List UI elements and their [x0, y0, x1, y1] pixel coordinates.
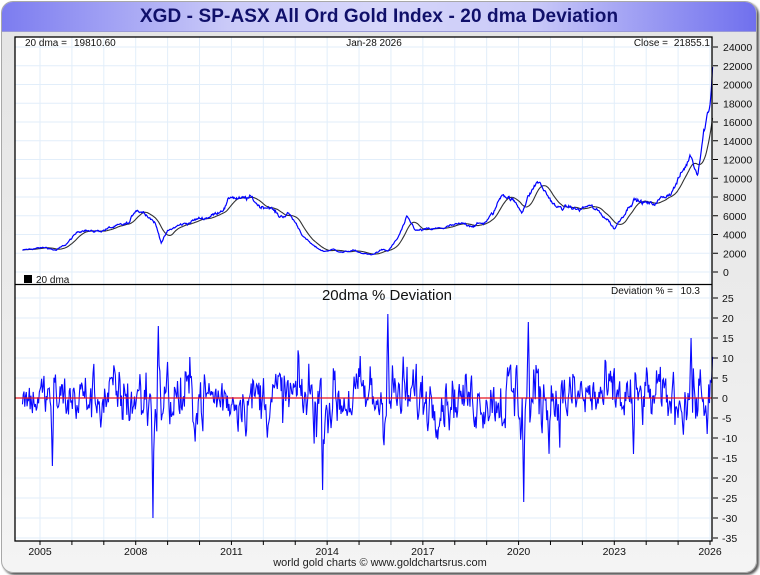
- price-y-tick-label: 4000: [723, 230, 747, 242]
- price-y-axis: 0 2000 4000 6000 8000 10000 12000 14000 16000 180…: [713, 42, 752, 279]
- deviation-y-tick-label: 15: [722, 333, 734, 345]
- price-y-tick-label: 2000: [723, 248, 747, 260]
- deviation-y-tick-label: 20: [722, 313, 734, 325]
- footer-credit: world gold charts © www.goldchartsrus.co…: [273, 557, 487, 569]
- price-line: [22, 67, 714, 256]
- deviation-y-tick-label: -15: [722, 453, 737, 465]
- close-label: Close =: [634, 38, 668, 49]
- x-tick-label: 2011: [220, 546, 243, 558]
- close-value: 21855.1: [674, 38, 711, 49]
- price-y-tick-label: 18000: [723, 98, 752, 110]
- x-axis: 2005 2008 2011 2014 2017 2020 2023 2026: [28, 541, 722, 558]
- deviation-y-tick-label: 10: [722, 353, 734, 365]
- deviation-y-tick-label: -5: [722, 413, 731, 425]
- price-series-group: [22, 67, 714, 256]
- plot-border: [14, 36, 713, 542]
- x-tick-label: 2017: [411, 546, 435, 558]
- x-tick-label: 2026: [698, 546, 722, 558]
- price-y-tick-label: 0: [723, 267, 729, 279]
- price-y-tick-label: 6000: [723, 211, 747, 223]
- deviation-info-value: 10.3: [681, 286, 701, 297]
- deviation-y-tick-label: -30: [722, 513, 737, 525]
- price-y-tick-label: 14000: [723, 136, 752, 148]
- deviation-title: 20dma % Deviation: [322, 287, 452, 304]
- x-tick-label: 2020: [507, 546, 531, 558]
- x-tick-label: 2023: [603, 546, 627, 558]
- price-grid: [15, 37, 712, 284]
- plot-background: [15, 37, 712, 541]
- price-y-tick-label: 12000: [723, 155, 752, 167]
- x-tick-label: 2008: [124, 546, 148, 558]
- deviation-info-label: Deviation % =: [611, 286, 673, 297]
- date-label: Jan-28 2026: [346, 38, 402, 49]
- x-tick-label: 2005: [28, 546, 52, 558]
- chart-title: XGD - SP-ASX All Ord Gold Index - 20 dma…: [139, 6, 619, 27]
- price-y-tick-label: 10000: [723, 173, 752, 185]
- price-y-tick-label: 8000: [723, 192, 747, 204]
- deviation-y-tick-label: 5: [722, 373, 728, 385]
- deviation-y-tick-label: -10: [722, 433, 737, 445]
- price-y-tick-label: 20000: [723, 80, 752, 92]
- deviation-y-tick-label: 0: [722, 393, 728, 405]
- deviation-y-tick-label: -25: [722, 493, 737, 505]
- legend-label-20dma: 20 dma: [36, 275, 70, 286]
- dma-label: 20 dma =: [25, 38, 67, 49]
- price-y-tick-label: 16000: [723, 117, 752, 129]
- x-tick-label: 2014: [315, 546, 339, 558]
- dma-line: [22, 117, 714, 255]
- deviation-y-tick-label: -20: [722, 473, 737, 485]
- price-y-tick-label: 22000: [723, 61, 752, 73]
- price-y-tick-label: 24000: [723, 42, 752, 54]
- deviation-y-axis: -35 -30 -25 -20 -15 -10 -5 0 5 10 15 20 25: [713, 293, 737, 545]
- legend-swatch-20dma: [24, 275, 32, 283]
- deviation-y-tick-label: 25: [722, 293, 734, 305]
- deviation-y-tick-label: -35: [722, 533, 737, 545]
- title-bar: XGD - SP-ASX All Ord Gold Index - 20 dma…: [2, 2, 756, 32]
- dma-value: 19810.60: [74, 38, 116, 49]
